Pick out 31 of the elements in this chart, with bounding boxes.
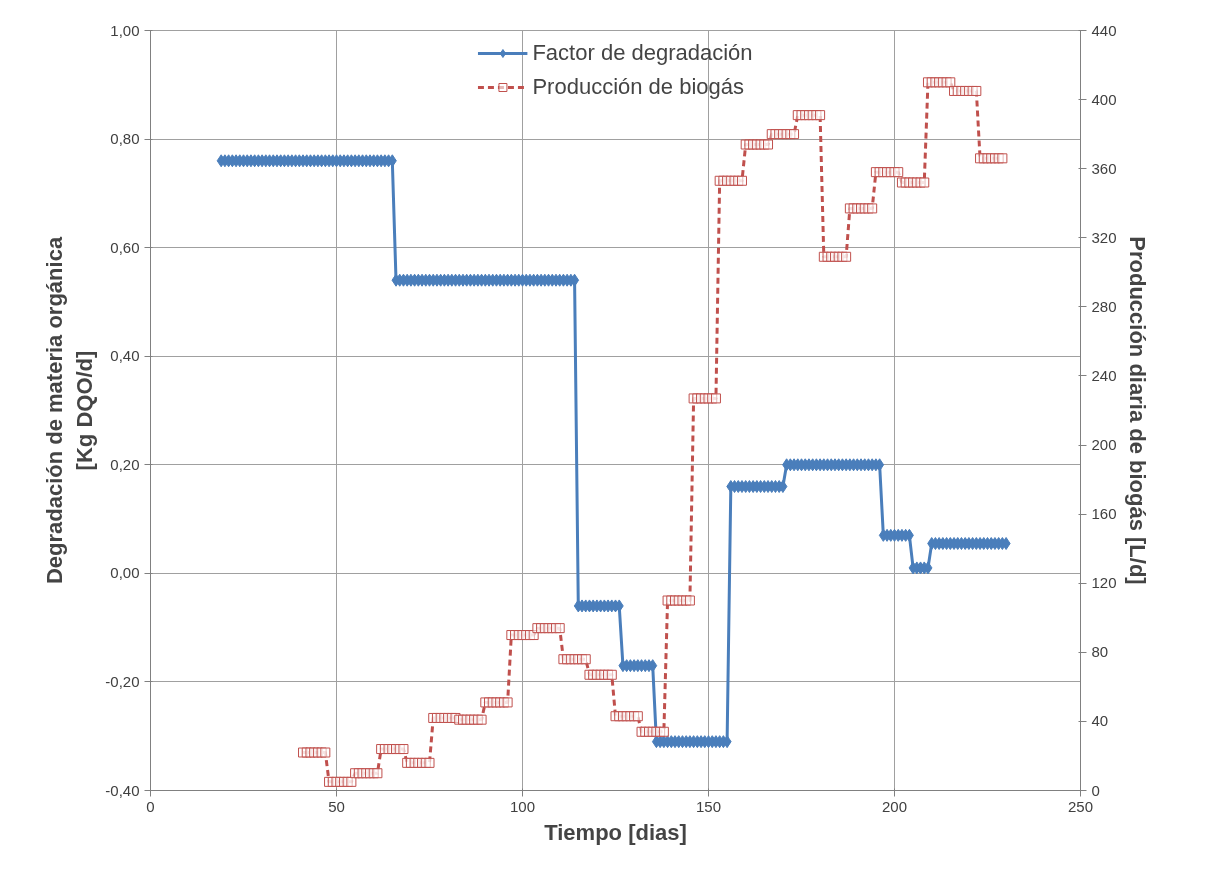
y2-tick-label: 280 [1091, 297, 1117, 315]
y-tick-label: 0,40 [110, 347, 140, 365]
y2-tick-label: 0 [1091, 781, 1100, 799]
y2-tick-label: 400 [1091, 90, 1117, 108]
y2-tick-label: 40 [1091, 712, 1109, 730]
x-tick-label: 0 [146, 797, 155, 815]
y-axis-title: Degradación de materia orgánica [Kg DQO/d] [42, 236, 98, 585]
y2-tick-label: 440 [1091, 21, 1117, 39]
y2-tick-label: 80 [1091, 643, 1109, 661]
y-tick-label: 0,20 [110, 455, 140, 473]
x-tick-label: 50 [328, 797, 345, 815]
x-tick-label: 100 [509, 797, 536, 815]
y2-tick-label: 320 [1091, 228, 1117, 246]
y2-tick-label: 160 [1091, 505, 1117, 523]
y2-tick-label: 360 [1091, 159, 1117, 177]
y2-tick-label: 120 [1091, 574, 1117, 592]
x-tick-label: 150 [695, 797, 722, 815]
x-tick-label: 200 [881, 797, 908, 815]
y2-tick-label: 240 [1091, 366, 1117, 384]
y-tick-label: 0,80 [110, 130, 140, 148]
y2-tick-label: 200 [1091, 436, 1117, 454]
y2-axis-title: Producción diaria de biogás [L/d] [1124, 236, 1150, 585]
x-axis-title: Tiempo [dias] [544, 819, 687, 845]
x-tick-label: 250 [1067, 797, 1094, 815]
legend-label: Factor de degradación [532, 40, 753, 66]
y-tick-label: 0,00 [110, 564, 140, 582]
y-tick-label: 0,60 [110, 238, 140, 256]
y-tick-label: 1,00 [110, 21, 140, 39]
y-tick-label: -0,20 [105, 672, 140, 690]
legend-label: Producción de biogás [532, 74, 745, 100]
y-tick-label: -0,40 [105, 781, 140, 799]
